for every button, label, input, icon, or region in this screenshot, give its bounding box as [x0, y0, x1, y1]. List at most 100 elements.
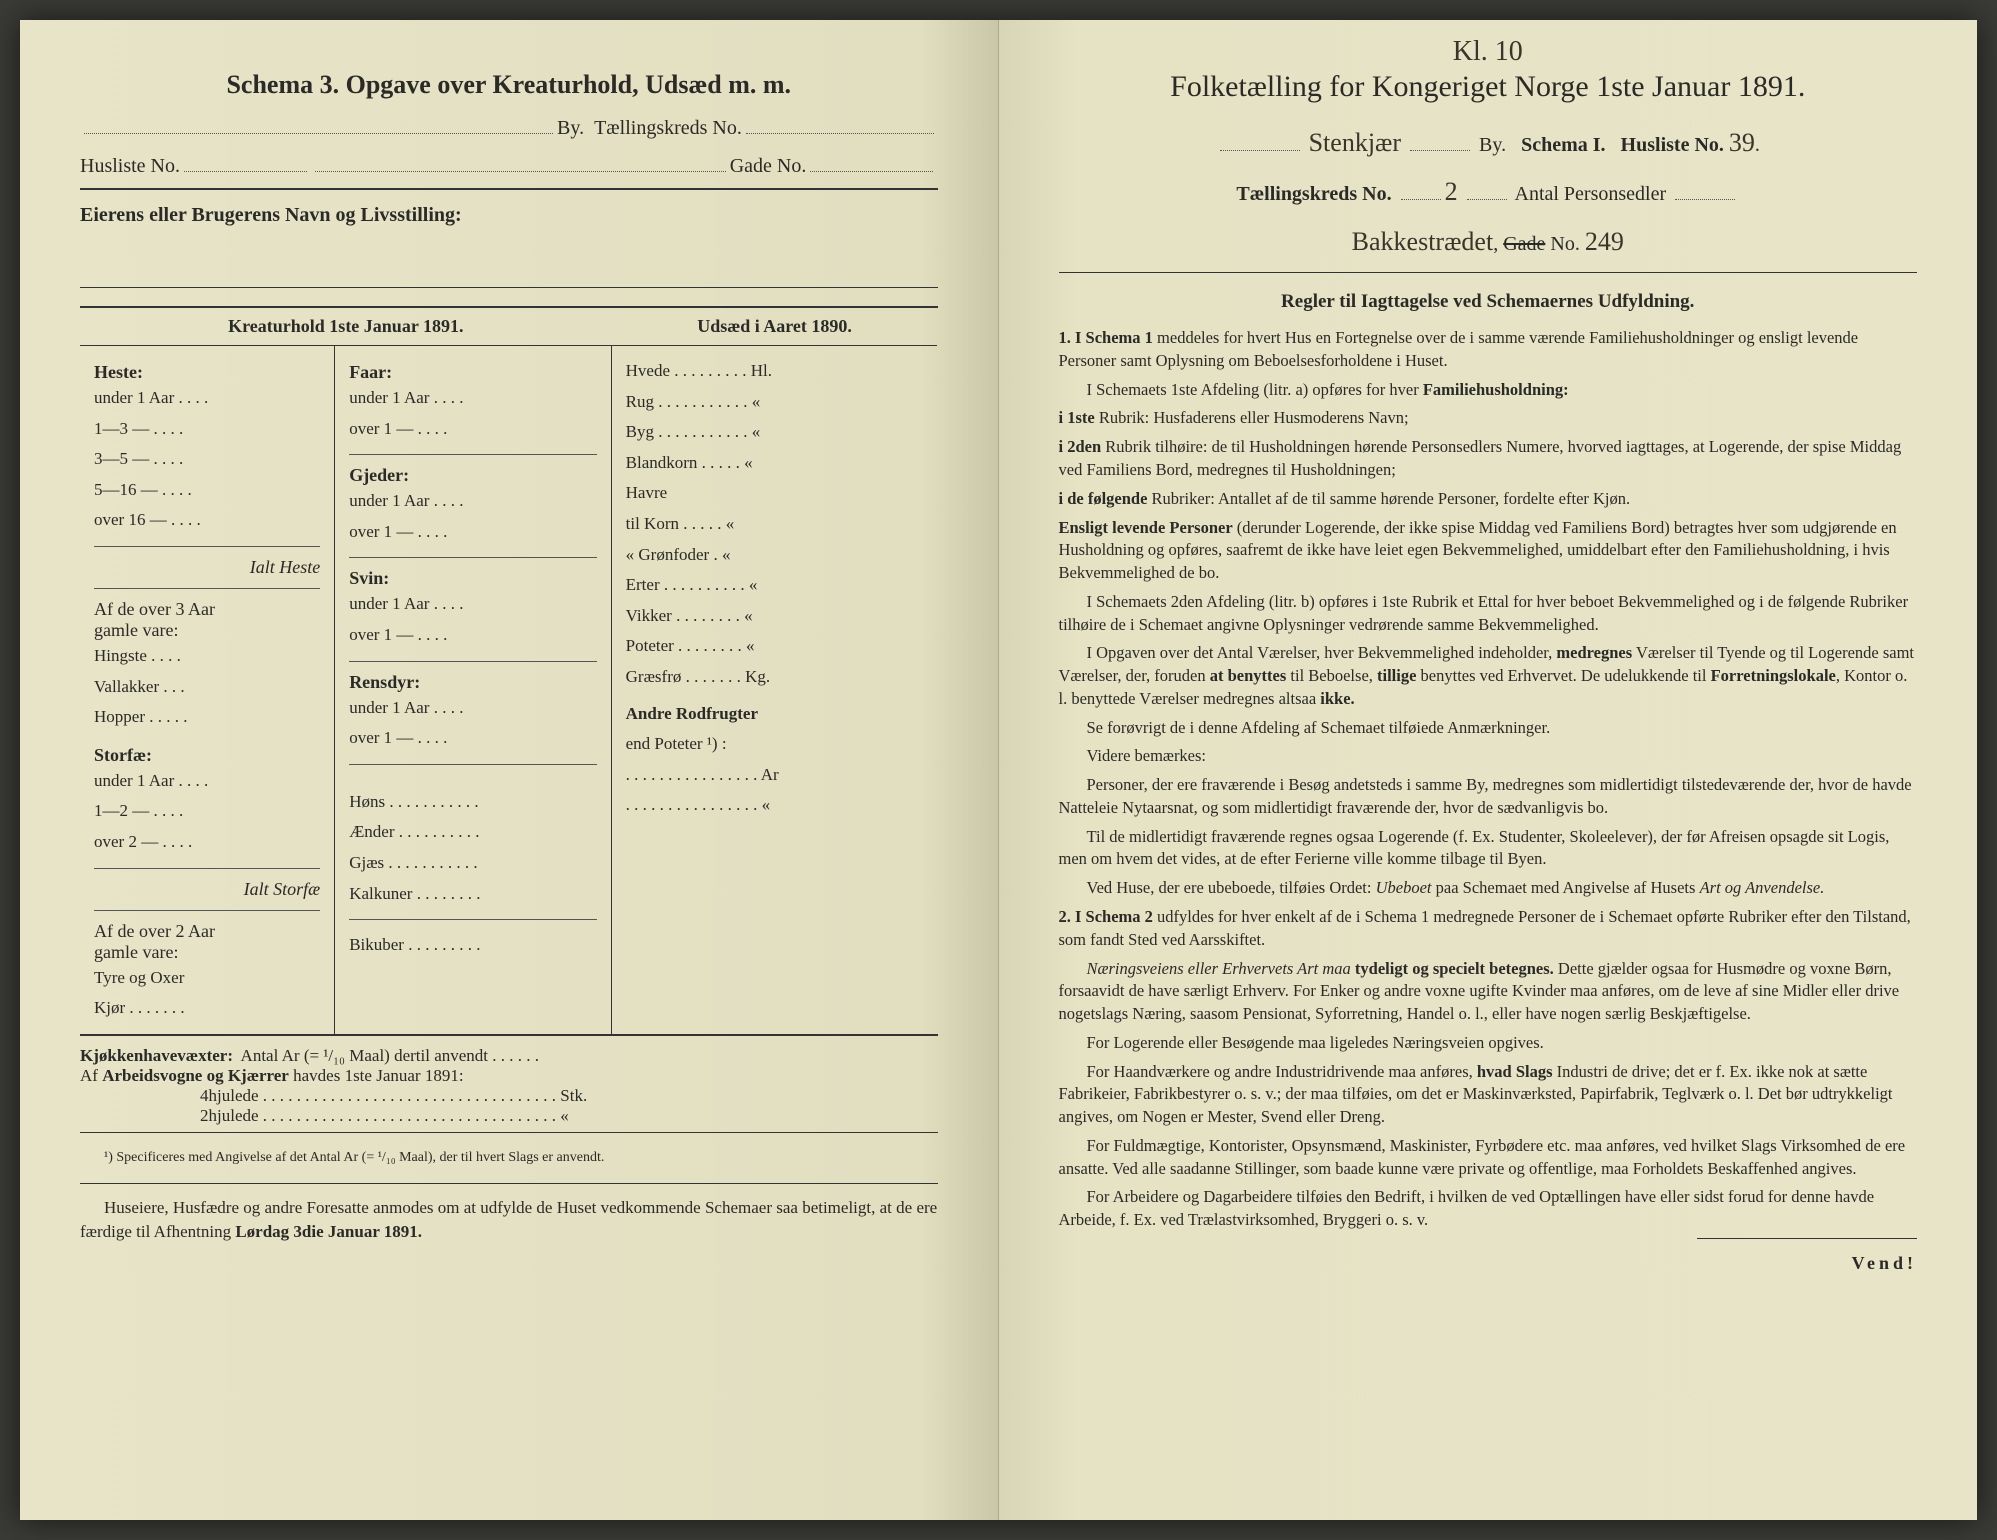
rules-p: Ved Huse, der ere ubeboede, tilføies Ord…: [1059, 877, 1918, 900]
header-udsaed: Udsæd i Aaret 1890.: [612, 308, 938, 346]
regler-heading: Regler til Iagttagelse ved Schemaernes U…: [1059, 291, 1918, 313]
page-left: Schema 3. Opgave over Kreaturhold, Udsæd…: [20, 20, 999, 1520]
udsaed-row: Havre: [626, 478, 924, 509]
rules-p: For Haandværkere og andre Industridriven…: [1059, 1061, 1918, 1129]
storfae-row: over 2 — . . . .: [94, 827, 320, 858]
column-b: Faar: under 1 Aar . . . . over 1 — . . .…: [335, 346, 611, 1034]
rules-body: 1. I Schema 1 meddeles for hvert Hus en …: [1059, 327, 1918, 1232]
af3-label: Af de over 3 Aar: [94, 599, 320, 620]
hjul4-line: 4hjulede . . . . . . . . . . . . . . . .…: [200, 1086, 938, 1106]
gjeder-row: under 1 Aar . . . .: [349, 486, 596, 517]
rules-p: I Schemaets 1ste Afdeling (litr. a) opfø…: [1059, 379, 1918, 402]
header-kreatur: Kreaturhold 1ste Januar 1891.: [80, 308, 612, 346]
by-label: By.: [557, 117, 584, 140]
rules-p: Personer, der ere fraværende i Besøg and…: [1059, 774, 1918, 820]
faar-title: Faar:: [349, 362, 596, 383]
rules-p: Videre bemærkes:: [1059, 745, 1918, 768]
eier-label: Eierens eller Brugerens Navn og Livsstil…: [80, 204, 938, 288]
column-c: Hvede . . . . . . . . . Hl. Rug . . . . …: [612, 346, 938, 831]
heste-row: 5—16 — . . . .: [94, 475, 320, 506]
hopper-row: Hopper . . . . .: [94, 702, 320, 733]
gamle2-label: gamle vare:: [94, 942, 320, 963]
book-spread: Schema 3. Opgave over Kreaturhold, Udsæd…: [20, 20, 1977, 1520]
udsaed-row: Poteter . . . . . . . . «: [626, 631, 924, 662]
vallakker-row: Vallakker . . .: [94, 672, 320, 703]
column-a: Heste: under 1 Aar . . . . 1—3 — . . . .…: [80, 346, 335, 1034]
udsaed-row: Andre Rodfrugter: [626, 699, 924, 730]
storfae-row: under 1 Aar . . . .: [94, 766, 320, 797]
kalkuner-row: Kalkuner . . . . . . . .: [349, 879, 596, 910]
udsaed-row: Erter . . . . . . . . . . «: [626, 570, 924, 601]
hw-top: Kl. 10: [1453, 36, 1523, 68]
udsaed-row: til Korn . . . . . «: [626, 509, 924, 540]
udsaed-row: . . . . . . . . . . . . . . . . «: [626, 790, 924, 821]
svin-title: Svin:: [349, 568, 596, 589]
udsaed-row: Blandkorn . . . . . «: [626, 448, 924, 479]
footnote: ¹) Specificeres med Angivelse af det Ant…: [80, 1149, 938, 1167]
rules-p: For Logerende eller Besøgende maa ligele…: [1059, 1032, 1918, 1055]
tyre-row: Tyre og Oxer: [94, 963, 320, 994]
bikuber-row: Bikuber . . . . . . . . .: [349, 930, 596, 961]
gade-label: Gade No.: [730, 155, 807, 178]
vendi: Vend!: [1059, 1253, 1918, 1274]
heste-title: Heste:: [94, 362, 320, 383]
rules-p: Til de midlertidigt fraværende regnes og…: [1059, 826, 1918, 872]
af2-label: Af de over 2 Aar: [94, 921, 320, 942]
page-right: Kl. 10 Folketælling for Kongeriget Norge…: [999, 20, 1978, 1520]
faar-row: under 1 Aar . . . .: [349, 383, 596, 414]
rensdyr-row: over 1 — . . . .: [349, 723, 596, 754]
rules-p: I Schemaets 2den Afdeling (litr. b) opfø…: [1059, 591, 1918, 637]
aender-row: Ænder . . . . . . . . . .: [349, 817, 596, 848]
line-by-tk: By. Tællingskreds No.: [80, 112, 938, 140]
udsaed-row: end Poteter ¹) :: [626, 729, 924, 760]
udsaed-row: Byg . . . . . . . . . . . «: [626, 417, 924, 448]
gamle-label: gamle vare:: [94, 620, 320, 641]
kjor-row: Kjør . . . . . . .: [94, 993, 320, 1024]
heste-row: over 16 — . . . .: [94, 505, 320, 536]
hw-husliste: 39: [1729, 128, 1755, 157]
heste-row: 3—5 — . . . .: [94, 444, 320, 475]
udsaed-row: « Grønfoder . «: [626, 540, 924, 571]
gjeder-title: Gjeder:: [349, 465, 596, 486]
ialt-heste: Ialt Heste: [94, 557, 320, 578]
rules-p: For Arbeidere og Dagarbeidere tilføies d…: [1059, 1186, 1918, 1232]
heste-row: under 1 Aar . . . .: [94, 383, 320, 414]
arbeids-line: Af Arbeidsvogne og Kjærrer havdes 1ste J…: [80, 1066, 938, 1086]
bottom-paragraph: Huseiere, Husfædre og andre Foresatte an…: [80, 1196, 938, 1244]
udsaed-row: Græsfrø . . . . . . . Kg.: [626, 662, 924, 693]
rules-p: I Opgaven over det Antal Værelser, hver …: [1059, 642, 1918, 710]
udsaed-row: Rug . . . . . . . . . . . «: [626, 387, 924, 418]
hons-row: Høns . . . . . . . . . . .: [349, 787, 596, 818]
line-husliste-gade: Husliste No. Gade No.: [80, 150, 938, 178]
schema3-title: Schema 3. Opgave over Kreaturhold, Udsæd…: [80, 70, 938, 100]
rensdyr-row: under 1 Aar . . . .: [349, 693, 596, 724]
rules-p: For Fuldmægtige, Kontorister, Opsynsmænd…: [1059, 1135, 1918, 1181]
udsaed-row: Hvede . . . . . . . . . Hl.: [626, 356, 924, 387]
hw-tk: 2: [1445, 177, 1458, 206]
svin-row: over 1 — . . . .: [349, 620, 596, 651]
main-table: Kreaturhold 1ste Januar 1891. Heste: und…: [80, 306, 938, 1036]
census-title: Folketælling for Kongeriget Norge 1ste J…: [1059, 70, 1918, 104]
hingste-row: Hingste . . . .: [94, 641, 320, 672]
rensdyr-title: Rensdyr:: [349, 672, 596, 693]
husliste-label: Husliste No.: [80, 155, 180, 178]
svin-row: under 1 Aar . . . .: [349, 589, 596, 620]
rules-p: Se forøvrigt de i denne Afdeling af Sche…: [1059, 717, 1918, 740]
kjokken-line: Kjøkkenhavevæxter: Kjøkkenhavevæxter: An…: [80, 1046, 938, 1066]
gjeder-row: over 1 — . . . .: [349, 517, 596, 548]
tk-label: Tællingskreds No.: [594, 117, 742, 140]
udsaed-row: . . . . . . . . . . . . . . . . Ar: [626, 760, 924, 791]
right-fill-lines: Stenkjær By. Schema I. Husliste No. 39. …: [1059, 118, 1918, 266]
gade-strike: Gade: [1503, 233, 1545, 255]
faar-row: over 1 — . . . .: [349, 414, 596, 445]
storfae-title: Storfæ:: [94, 745, 320, 766]
udsaed-row: Vikker . . . . . . . . «: [626, 601, 924, 632]
storfae-row: 1—2 — . . . .: [94, 796, 320, 827]
rules-p: Næringsveiens eller Erhvervets Art maa t…: [1059, 958, 1918, 1026]
hw-gade: Bakkestrædet: [1352, 227, 1494, 256]
hw-by: Stenkjær: [1309, 128, 1401, 157]
ialt-storfae: Ialt Storfæ: [94, 879, 320, 900]
hw-gadeno: 249: [1585, 227, 1624, 256]
heste-row: 1—3 — . . . .: [94, 414, 320, 445]
hjul2-line: 2hjulede . . . . . . . . . . . . . . . .…: [200, 1106, 938, 1126]
